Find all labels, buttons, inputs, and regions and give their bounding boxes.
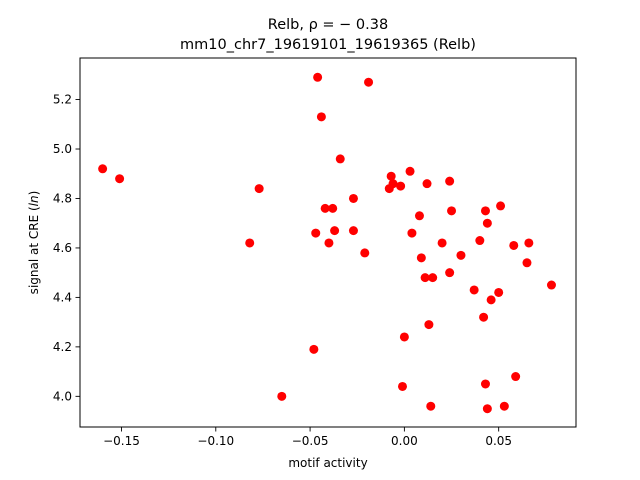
data-point-31 [426,401,436,411]
data-point-5 [309,344,319,354]
data-point-48 [499,401,509,411]
data-point-2 [245,238,255,248]
y-tick-label-4: 4.8 [53,192,72,206]
y-tick-label-5: 5.0 [53,142,72,156]
chart-title-line2: mm10_chr7_19619101_19619365 (Relb) [180,37,476,53]
data-point-28 [420,273,430,283]
data-point-17 [364,77,374,87]
data-point-12 [330,226,340,236]
data-point-0 [98,164,108,174]
x-axis-label: motif activity [288,456,367,470]
x-tick-label-1: −0.10 [197,434,234,448]
data-point-32 [428,273,438,283]
data-point-35 [445,268,455,278]
y-tick-label-1: 4.2 [53,340,72,354]
data-point-47 [496,201,506,211]
data-point-39 [475,236,485,246]
data-point-30 [424,320,434,330]
data-point-24 [405,166,415,176]
y-tick-label-2: 4.4 [53,291,72,305]
data-point-15 [348,226,358,236]
data-point-51 [522,258,532,268]
data-point-27 [416,253,426,263]
y-axis-label-prefix: signal at CRE ( [27,206,41,294]
data-point-42 [480,379,490,389]
data-point-3 [254,184,264,194]
x-axis-ticks: −0.15 −0.10 −0.05 0.00 0.05 [103,427,512,448]
data-point-10 [324,238,334,248]
data-point-14 [348,193,358,203]
data-point-34 [445,176,455,186]
plot-frame [79,57,577,428]
y-tick-label-3: 4.6 [53,241,72,255]
data-point-38 [469,285,479,295]
y-axis-label-suffix: ) [27,191,41,196]
data-point-8 [316,112,326,122]
y-axis-ticks: 4.0 4.2 4.4 4.6 4.8 5.0 5.2 [53,93,80,404]
data-point-45 [486,295,496,305]
data-point-50 [511,372,521,382]
data-point-25 [407,228,417,238]
data-point-29 [422,179,432,189]
data-point-37 [456,250,466,260]
data-point-53 [546,280,556,290]
x-tick-label-4: 0.05 [485,434,512,448]
data-point-7 [313,72,323,82]
data-point-36 [447,206,457,216]
y-tick-label-0: 4.0 [53,390,72,404]
data-point-52 [524,238,534,248]
data-point-40 [479,312,489,322]
y-axis-label: signal at CRE (ln) [27,191,41,295]
x-tick-label-3: 0.00 [391,434,418,448]
data-point-1 [115,174,125,184]
data-point-43 [482,404,492,414]
data-point-41 [480,206,490,216]
data-point-19 [386,171,396,181]
y-axis-label-italic: ln [27,195,41,206]
data-point-23 [399,332,409,342]
chart-title-line1: Relb, ρ = − 0.38 [268,17,388,33]
data-point-20 [388,179,398,189]
data-point-46 [494,287,504,297]
data-point-44 [482,218,492,228]
data-point-26 [414,211,424,221]
data-point-13 [335,154,345,164]
y-tick-label-6: 5.2 [53,93,72,107]
data-point-49 [509,240,519,250]
x-tick-label-2: −0.05 [292,434,329,448]
data-point-9 [320,203,330,213]
x-tick-label-0: −0.15 [103,434,140,448]
data-point-33 [437,238,447,248]
data-point-21 [396,181,406,191]
data-point-22 [397,381,407,391]
data-point-6 [311,228,321,238]
data-points [98,72,556,414]
data-point-16 [360,248,370,258]
data-point-11 [328,203,338,213]
data-point-4 [277,391,287,401]
